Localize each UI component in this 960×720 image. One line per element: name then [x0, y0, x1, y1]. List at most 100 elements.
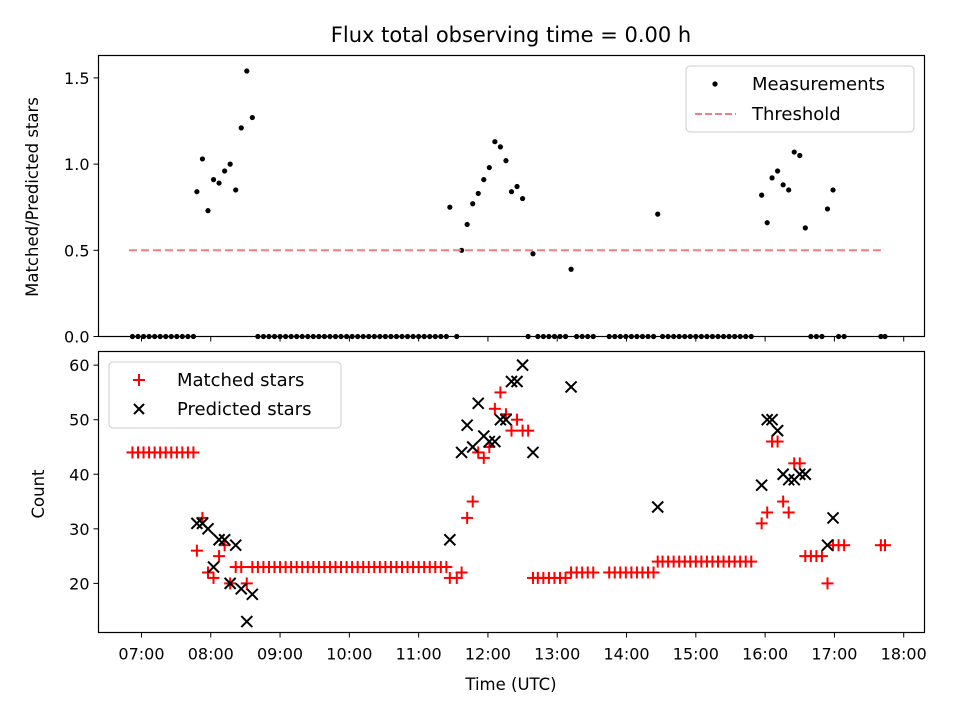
measurement-point [216, 180, 222, 186]
matched-stars-point [821, 577, 834, 590]
matched-stars-point [455, 566, 468, 579]
predicted-stars-point-b [526, 446, 540, 459]
predicted-stars-point [651, 500, 664, 514]
matched-stars-point [782, 506, 795, 519]
measurement-point [222, 168, 228, 174]
measurement-point [759, 192, 765, 198]
measurement-point [774, 168, 781, 174]
matched-stars-point [511, 413, 524, 426]
measurement-point [519, 195, 526, 202]
predicted-stars-point-b [223, 577, 237, 590]
predicted-stars-point [765, 413, 779, 426]
predicted-stars-point [488, 435, 502, 448]
predicted-stars-point [755, 478, 768, 492]
measurement-point [227, 161, 233, 167]
predicted-stars-point [826, 511, 840, 525]
predicted-stars-point [782, 473, 795, 486]
matched-stars-point [755, 517, 768, 530]
bottom-xtick-label: 10:00 [326, 645, 372, 664]
matched-stars-point [838, 539, 851, 552]
measurement-point [475, 190, 481, 197]
legend-matched-marker [133, 374, 145, 386]
matched-stars-point [505, 424, 518, 437]
predicted-stars-point-b [771, 424, 784, 437]
bottom-xtick-label: 08:00 [188, 645, 234, 664]
predicted-stars-point-b [483, 435, 496, 448]
bottom-xtick-label: 13:00 [534, 645, 580, 664]
bottom-xtick-label: 16:00 [742, 645, 788, 664]
predicted-stars-point-b [799, 468, 812, 481]
predicted-stars-point [229, 538, 242, 552]
predicted-stars-point-b [207, 560, 220, 574]
predicted-stars-point-b [782, 473, 795, 486]
top-legend: Measurements Threshold [685, 65, 915, 133]
predicted-stars-point [771, 424, 784, 437]
measurement-point [481, 177, 487, 183]
bottom-ytick-label: 50 [69, 411, 89, 430]
predicted-stars-point-b [494, 413, 507, 426]
predicted-stars-point [443, 533, 457, 546]
bottom-xtick-label: 09:00 [257, 645, 303, 664]
matched-stars-point [235, 561, 248, 574]
bottom-panel-xlabel: Time (UTC) [464, 675, 556, 694]
predicted-stars-point [223, 577, 237, 590]
predicted-stars-point [240, 615, 253, 628]
predicted-stars-point [466, 440, 479, 454]
matched-stars-point [771, 435, 784, 448]
measurement-point [464, 221, 470, 228]
matched-stars-point [190, 544, 203, 557]
legend-threshold-label: Threshold [751, 104, 841, 125]
predicted-stars-point [207, 560, 220, 574]
predicted-stars-point-b [793, 468, 806, 481]
predicted-stars-point [460, 418, 474, 432]
legend-predicted-marker [133, 403, 145, 415]
measurement-point [486, 164, 492, 171]
bottom-ytick-label: 20 [69, 574, 89, 593]
measurement-point [447, 204, 453, 210]
bottom-ytick-label: 30 [69, 520, 89, 539]
measurement-point [764, 220, 770, 226]
measurement-point [233, 187, 239, 193]
predicted-stars-point [494, 413, 507, 426]
predicted-stars-point-b [455, 446, 468, 459]
measurement-point [530, 251, 536, 257]
measurement-point [503, 158, 509, 164]
top-ytick-label: 0.0 [64, 328, 89, 347]
top-panel-title: Flux total observing time = 0.00 h [331, 23, 691, 47]
bottom-xtick-label: 12:00 [465, 645, 511, 664]
legend-predicted-label: Predicted stars [177, 399, 311, 420]
predicted-stars-point [516, 358, 529, 372]
predicted-stars-point [235, 582, 248, 596]
predicted-stars-point-b [488, 435, 502, 448]
predicted-stars-point-b [499, 413, 513, 426]
matched-stars-point [494, 386, 507, 399]
predicted-stars-point [526, 446, 540, 459]
measurement-point [210, 177, 217, 183]
measurement-point [470, 201, 476, 207]
predicted-stars-point [793, 468, 806, 481]
predicted-stars-point-b [235, 582, 248, 596]
top-ytick-label: 1.0 [64, 155, 89, 174]
predicted-stars-point-b [765, 413, 779, 426]
measurement-point [830, 187, 836, 193]
measurement-point [655, 211, 661, 217]
measurement-point [244, 68, 250, 74]
bottom-xtick-label: 15:00 [673, 645, 719, 664]
bottom-xtick-label: 14:00 [603, 645, 649, 664]
measurement-point [802, 225, 808, 231]
predicted-stars-point-b [760, 413, 774, 426]
bottom-panel-frame [97, 350, 926, 634]
matched-stars-point [761, 506, 774, 519]
predicted-stars-point-b [516, 358, 529, 372]
predicted-stars-point-b [472, 397, 485, 410]
matched-stars-point [466, 495, 479, 508]
matched-stars-point [745, 555, 758, 568]
matched-stars-point [777, 495, 790, 508]
measurement-point [780, 182, 786, 188]
matched-stars-point [187, 446, 200, 459]
matched-stars-point [815, 550, 828, 563]
predicted-stars-point-b [510, 375, 524, 388]
bottom-panel-ylabel: Count [29, 469, 48, 519]
measurement-point [497, 144, 504, 150]
